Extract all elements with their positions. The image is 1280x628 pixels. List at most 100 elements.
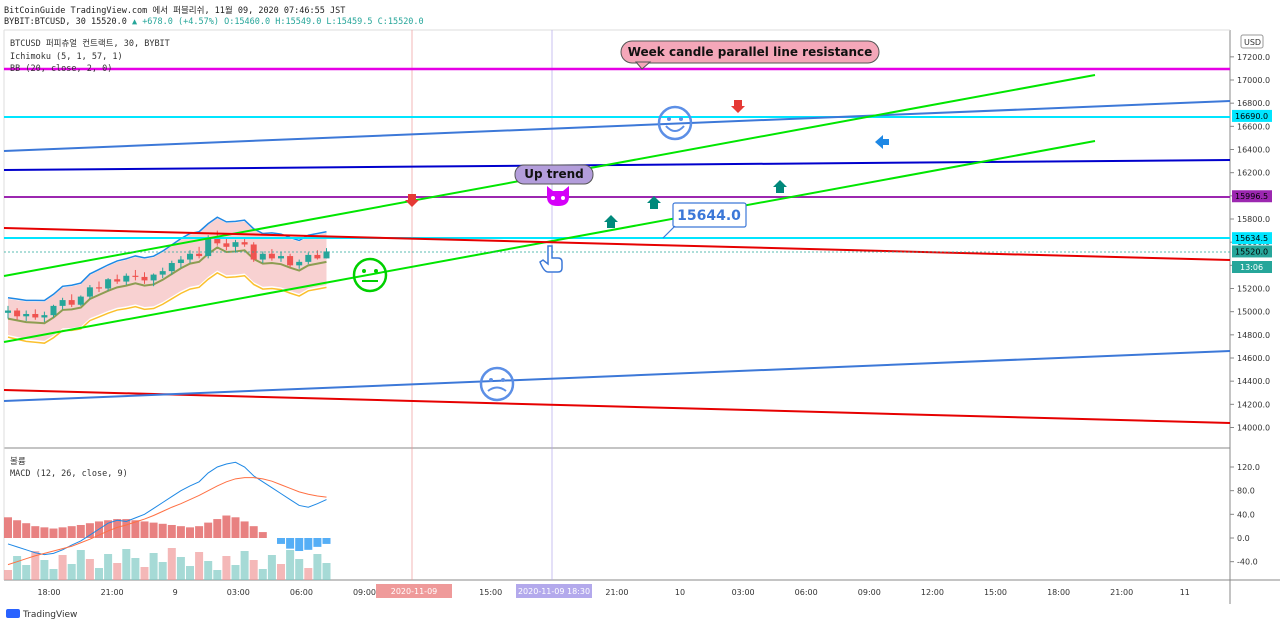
time-tick-label: 06:00: [290, 588, 313, 597]
macd-legend: 볼륨 MACD (12, 26, close, 9): [10, 456, 128, 480]
down-arrow-icon: [405, 194, 419, 207]
candle-body: [268, 253, 275, 259]
volume-bar: [222, 556, 231, 580]
macd-histogram-bar: [231, 517, 240, 538]
candle-body: [296, 261, 303, 266]
macd-histogram-bar: [322, 538, 331, 544]
volume-bar: [267, 555, 276, 580]
candle-body: [14, 310, 21, 317]
volume-bar: [249, 560, 258, 580]
price-label-text: 15520.0: [1235, 247, 1268, 256]
macd-histogram-bar: [58, 527, 67, 538]
candle-body: [41, 315, 48, 318]
candle-body: [86, 287, 93, 297]
volume-bar: [240, 551, 249, 580]
price-tick-label: 16800.0: [1237, 99, 1270, 108]
candle-body: [5, 310, 11, 313]
macd-histogram-bar: [4, 517, 12, 538]
volume-bar: [85, 559, 94, 580]
legend-volume[interactable]: 볼륨: [10, 457, 26, 467]
legend-bb[interactable]: BB (20, close, 2, 0): [10, 64, 113, 74]
volume-bar: [277, 564, 285, 580]
price-tick-label: 17200.0: [1237, 53, 1270, 62]
volume-bar: [140, 567, 149, 580]
price-label-box: [1232, 109, 1272, 122]
price-tick-label: 16200.0: [1237, 169, 1270, 178]
price-axis[interactable]: 14000.0 14200.0 14400.0 14600.0 14800.0 15000…: [1230, 34, 1272, 567]
candle-body: [23, 313, 30, 317]
macd-histogram-bar: [277, 538, 285, 544]
price-tick-label: 14800.0: [1237, 331, 1270, 340]
symbol-price: BYBIT:BTCUSD, 30 15520.0: [4, 17, 127, 27]
volume-bar: [31, 551, 40, 580]
smile-icon-eye: [679, 117, 683, 121]
chart-header: BitCoinGuide TradingView.com 에서 퍼블리쉬, 11…: [0, 0, 1230, 30]
week-candle-bubble-tail: [634, 61, 652, 70]
time-tick-label: 21:00: [101, 588, 124, 597]
down-arrow-icon: [731, 100, 745, 113]
volume-bar: [158, 562, 167, 580]
price-label-text: 15634.5: [1235, 234, 1268, 243]
volume-bar: [186, 566, 194, 580]
volume-bar: [313, 554, 322, 580]
macd-histogram-bar: [85, 523, 94, 538]
volume-bar: [122, 549, 131, 580]
time-marker-box: [376, 584, 452, 598]
macd-histogram-bar: [49, 528, 58, 538]
bb-basis-line: [7, 246, 327, 325]
legend-macd[interactable]: MACD (12, 26, close, 9): [10, 469, 128, 479]
up-arrow-icon: [604, 215, 618, 228]
volume-bar: [4, 570, 12, 580]
candle-body: [214, 237, 221, 244]
macd-histogram-bar: [313, 538, 322, 547]
price-tick-label: 14000.0: [1237, 424, 1270, 433]
volume-bar: [40, 560, 49, 580]
macd-histogram-bar: [195, 526, 204, 538]
volume-bar: [49, 569, 58, 580]
ohlc-values: O:15460.0 H:15549.0 L:15459.5 C:15520.0: [224, 17, 424, 27]
candle-body: [196, 253, 203, 257]
bb-band-fill: [8, 218, 327, 341]
smile-icon: [657, 105, 693, 141]
price-tick-label: 14200.0: [1237, 400, 1270, 409]
volume-bar: [176, 557, 185, 580]
volume-bar: [22, 565, 31, 580]
macd-histogram-bar: [204, 522, 213, 538]
bb-upper-line: [7, 216, 327, 302]
candle-body: [50, 305, 57, 316]
time-tick-label: 9: [173, 588, 178, 597]
macd-histogram-bar: [13, 520, 22, 538]
candle-body: [187, 253, 193, 260]
macd-tick-label: 120.0: [1237, 463, 1260, 472]
confused-icon-eye: [501, 378, 505, 382]
left-arrow-icon: [875, 135, 889, 149]
macd-histogram-bar: [122, 519, 131, 538]
red-upper-line: [3, 227, 1231, 261]
candle-body: [305, 254, 312, 262]
blue-upper-channel: [3, 100, 1231, 152]
price-tick-label: 15800.0: [1237, 215, 1270, 224]
macd-histogram-bar: [222, 515, 231, 538]
candle-body: [232, 242, 239, 247]
time-marker-box: [516, 584, 592, 598]
legend-ichimoku[interactable]: Ichimoku (5, 1, 57, 1): [10, 51, 123, 62]
confused-icon: [479, 366, 515, 402]
macd-histogram-bar: [149, 522, 158, 538]
confused-icon-eye: [489, 378, 493, 382]
candle-body: [114, 279, 121, 282]
candle-body: [168, 263, 175, 272]
volume-bar: [13, 556, 22, 580]
volume-bar: [113, 563, 122, 580]
macd-line: [7, 461, 327, 556]
tradingview-logo[interactable]: TradingView: [6, 609, 77, 620]
price-callout-label: 15644.0: [677, 208, 741, 224]
week-candle-bubble: [620, 40, 880, 64]
legend-symbol[interactable]: BTCUSD 퍼피츄얼 컨트랙트, 30, BYBIT: [10, 39, 170, 49]
candle-body: [77, 296, 84, 305]
macd-pane: [4, 461, 331, 580]
candle-body: [68, 300, 75, 305]
time-tick-label: 11: [1180, 588, 1190, 597]
time-axis[interactable]: 18:00 21:00 9 03:00 06:00 09:00 12:00 15:00 18:0…: [37, 584, 1190, 598]
candle-body: [150, 274, 157, 281]
